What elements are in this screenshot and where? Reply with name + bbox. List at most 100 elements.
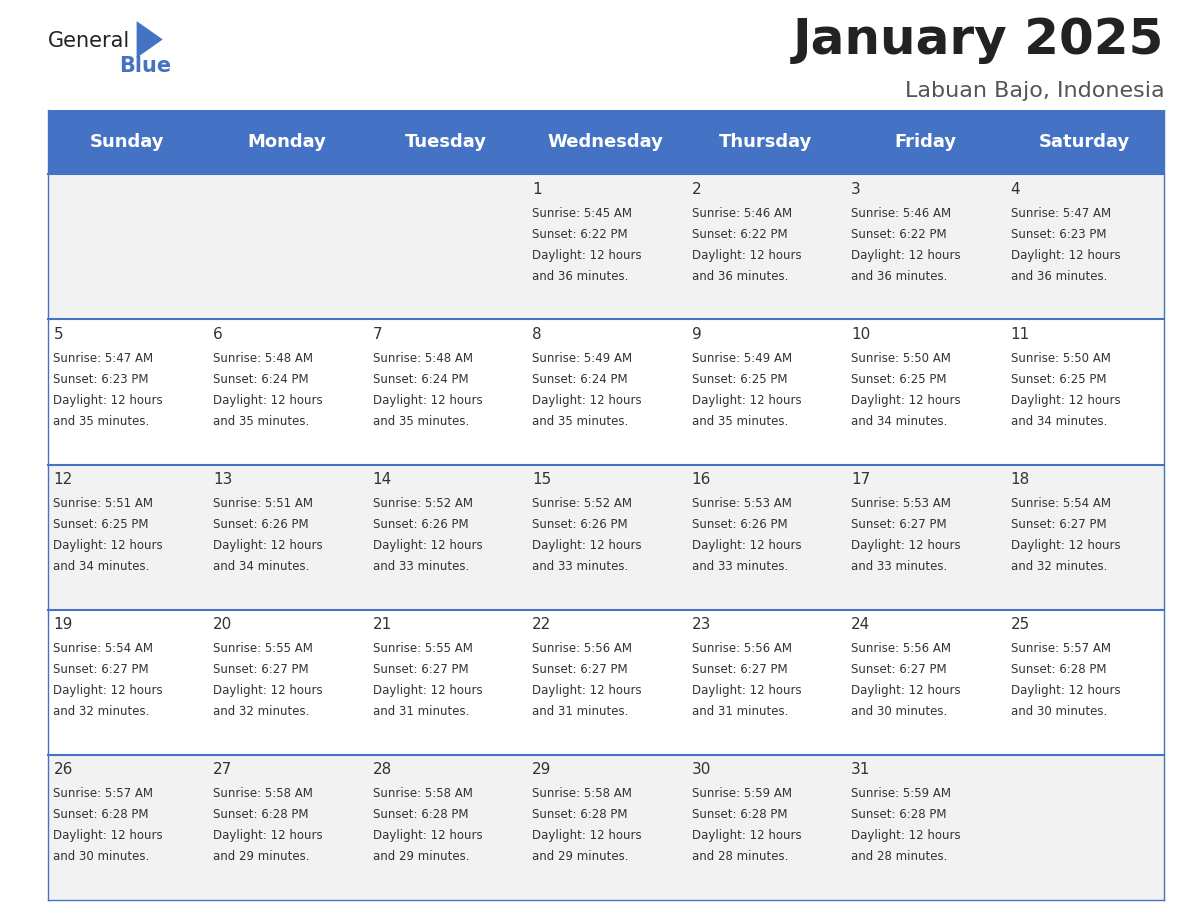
FancyBboxPatch shape bbox=[1005, 465, 1164, 610]
Text: Sunset: 6:23 PM: Sunset: 6:23 PM bbox=[1011, 228, 1106, 241]
Text: and 36 minutes.: and 36 minutes. bbox=[532, 270, 628, 283]
Text: Sunrise: 5:55 AM: Sunrise: 5:55 AM bbox=[373, 642, 473, 655]
Text: Daylight: 12 hours: Daylight: 12 hours bbox=[691, 249, 801, 262]
Text: 13: 13 bbox=[213, 472, 233, 487]
Text: Daylight: 12 hours: Daylight: 12 hours bbox=[213, 539, 323, 552]
Text: and 32 minutes.: and 32 minutes. bbox=[1011, 560, 1107, 573]
Text: 15: 15 bbox=[532, 472, 551, 487]
Text: and 33 minutes.: and 33 minutes. bbox=[851, 560, 947, 573]
Text: Sunrise: 5:56 AM: Sunrise: 5:56 AM bbox=[532, 642, 632, 655]
Text: Sunset: 6:26 PM: Sunset: 6:26 PM bbox=[213, 518, 309, 531]
FancyBboxPatch shape bbox=[48, 110, 207, 174]
FancyBboxPatch shape bbox=[845, 610, 1005, 755]
Text: Daylight: 12 hours: Daylight: 12 hours bbox=[532, 829, 642, 842]
Text: Daylight: 12 hours: Daylight: 12 hours bbox=[53, 684, 163, 697]
Text: 31: 31 bbox=[851, 762, 871, 777]
Text: Sunset: 6:27 PM: Sunset: 6:27 PM bbox=[691, 663, 788, 676]
Text: Sunset: 6:24 PM: Sunset: 6:24 PM bbox=[373, 373, 468, 386]
Text: Thursday: Thursday bbox=[719, 133, 813, 151]
Text: and 29 minutes.: and 29 minutes. bbox=[213, 850, 310, 863]
FancyBboxPatch shape bbox=[207, 110, 367, 174]
Text: Sunrise: 5:50 AM: Sunrise: 5:50 AM bbox=[851, 352, 950, 364]
FancyBboxPatch shape bbox=[48, 174, 207, 319]
Text: Sunrise: 5:50 AM: Sunrise: 5:50 AM bbox=[1011, 352, 1111, 364]
Text: Sunday: Sunday bbox=[90, 133, 164, 151]
Text: and 35 minutes.: and 35 minutes. bbox=[53, 415, 150, 428]
Text: and 34 minutes.: and 34 minutes. bbox=[53, 560, 150, 573]
Text: Sunrise: 5:56 AM: Sunrise: 5:56 AM bbox=[851, 642, 952, 655]
Text: Sunrise: 5:59 AM: Sunrise: 5:59 AM bbox=[851, 787, 952, 800]
Text: and 31 minutes.: and 31 minutes. bbox=[532, 705, 628, 718]
Text: Sunrise: 5:52 AM: Sunrise: 5:52 AM bbox=[532, 497, 632, 509]
FancyBboxPatch shape bbox=[526, 465, 685, 610]
Text: 7: 7 bbox=[373, 327, 383, 341]
FancyBboxPatch shape bbox=[845, 174, 1005, 319]
Text: 4: 4 bbox=[1011, 182, 1020, 196]
FancyBboxPatch shape bbox=[367, 319, 526, 465]
Text: Saturday: Saturday bbox=[1038, 133, 1130, 151]
Text: 8: 8 bbox=[532, 327, 542, 341]
Text: Sunrise: 5:48 AM: Sunrise: 5:48 AM bbox=[213, 352, 312, 364]
FancyBboxPatch shape bbox=[526, 174, 685, 319]
Text: and 35 minutes.: and 35 minutes. bbox=[532, 415, 628, 428]
Text: 23: 23 bbox=[691, 617, 710, 632]
Text: Daylight: 12 hours: Daylight: 12 hours bbox=[691, 539, 801, 552]
Text: Blue: Blue bbox=[119, 56, 171, 76]
Text: and 33 minutes.: and 33 minutes. bbox=[691, 560, 788, 573]
Text: Sunset: 6:28 PM: Sunset: 6:28 PM bbox=[691, 808, 788, 821]
Text: 25: 25 bbox=[1011, 617, 1030, 632]
Text: 20: 20 bbox=[213, 617, 232, 632]
FancyBboxPatch shape bbox=[48, 319, 207, 465]
Text: Daylight: 12 hours: Daylight: 12 hours bbox=[851, 249, 961, 262]
Text: Sunrise: 5:54 AM: Sunrise: 5:54 AM bbox=[1011, 497, 1111, 509]
Text: Monday: Monday bbox=[247, 133, 327, 151]
FancyBboxPatch shape bbox=[207, 465, 367, 610]
Polygon shape bbox=[137, 21, 163, 58]
Text: and 36 minutes.: and 36 minutes. bbox=[1011, 270, 1107, 283]
Text: 11: 11 bbox=[1011, 327, 1030, 341]
Text: Sunrise: 5:53 AM: Sunrise: 5:53 AM bbox=[691, 497, 791, 509]
Text: and 31 minutes.: and 31 minutes. bbox=[373, 705, 469, 718]
Text: and 35 minutes.: and 35 minutes. bbox=[373, 415, 469, 428]
FancyBboxPatch shape bbox=[526, 110, 685, 174]
Text: and 28 minutes.: and 28 minutes. bbox=[691, 850, 788, 863]
FancyBboxPatch shape bbox=[526, 755, 685, 900]
FancyBboxPatch shape bbox=[526, 319, 685, 465]
Text: Sunrise: 5:46 AM: Sunrise: 5:46 AM bbox=[851, 207, 952, 219]
Text: Daylight: 12 hours: Daylight: 12 hours bbox=[213, 394, 323, 407]
Text: Sunset: 6:25 PM: Sunset: 6:25 PM bbox=[851, 373, 947, 386]
Text: and 35 minutes.: and 35 minutes. bbox=[213, 415, 309, 428]
Text: Daylight: 12 hours: Daylight: 12 hours bbox=[1011, 539, 1120, 552]
Text: Sunset: 6:27 PM: Sunset: 6:27 PM bbox=[213, 663, 309, 676]
Text: Daylight: 12 hours: Daylight: 12 hours bbox=[373, 539, 482, 552]
Text: Wednesday: Wednesday bbox=[548, 133, 664, 151]
Text: 9: 9 bbox=[691, 327, 701, 341]
FancyBboxPatch shape bbox=[1005, 755, 1164, 900]
Text: Sunrise: 5:58 AM: Sunrise: 5:58 AM bbox=[532, 787, 632, 800]
Text: 22: 22 bbox=[532, 617, 551, 632]
Text: Sunset: 6:22 PM: Sunset: 6:22 PM bbox=[532, 228, 627, 241]
Text: Sunset: 6:28 PM: Sunset: 6:28 PM bbox=[373, 808, 468, 821]
Text: and 36 minutes.: and 36 minutes. bbox=[691, 270, 788, 283]
Text: and 35 minutes.: and 35 minutes. bbox=[691, 415, 788, 428]
Text: 19: 19 bbox=[53, 617, 72, 632]
Text: Tuesday: Tuesday bbox=[405, 133, 487, 151]
Text: Sunset: 6:28 PM: Sunset: 6:28 PM bbox=[53, 808, 148, 821]
FancyBboxPatch shape bbox=[685, 610, 845, 755]
Text: Daylight: 12 hours: Daylight: 12 hours bbox=[1011, 249, 1120, 262]
Text: and 34 minutes.: and 34 minutes. bbox=[1011, 415, 1107, 428]
Text: Sunrise: 5:46 AM: Sunrise: 5:46 AM bbox=[691, 207, 791, 219]
Text: Sunset: 6:25 PM: Sunset: 6:25 PM bbox=[691, 373, 788, 386]
Text: and 29 minutes.: and 29 minutes. bbox=[532, 850, 628, 863]
Text: Sunset: 6:28 PM: Sunset: 6:28 PM bbox=[851, 808, 947, 821]
FancyBboxPatch shape bbox=[845, 755, 1005, 900]
Text: 27: 27 bbox=[213, 762, 232, 777]
Text: Sunrise: 5:54 AM: Sunrise: 5:54 AM bbox=[53, 642, 153, 655]
Text: Sunset: 6:25 PM: Sunset: 6:25 PM bbox=[1011, 373, 1106, 386]
FancyBboxPatch shape bbox=[685, 465, 845, 610]
FancyBboxPatch shape bbox=[1005, 610, 1164, 755]
Text: Sunrise: 5:48 AM: Sunrise: 5:48 AM bbox=[373, 352, 473, 364]
Text: Sunset: 6:26 PM: Sunset: 6:26 PM bbox=[532, 518, 627, 531]
FancyBboxPatch shape bbox=[48, 465, 207, 610]
FancyBboxPatch shape bbox=[367, 465, 526, 610]
